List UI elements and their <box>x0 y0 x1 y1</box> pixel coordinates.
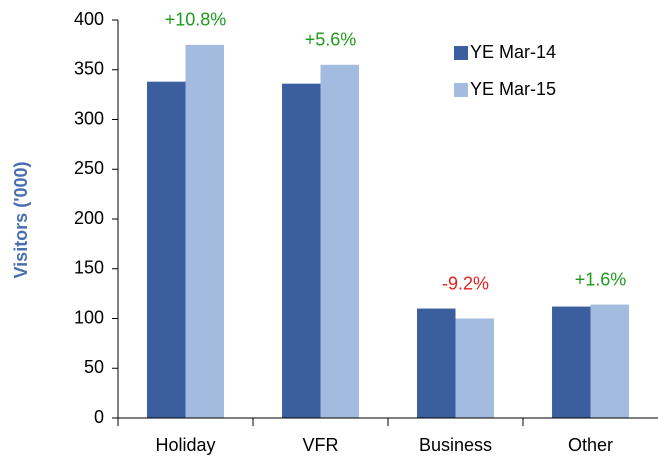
legend-swatch <box>454 83 468 97</box>
y-axis-title: Visitors ('000) <box>11 161 31 278</box>
x-tick-label: Business <box>419 435 492 455</box>
x-tick-label: VFR <box>303 435 339 455</box>
bar <box>552 306 591 418</box>
bar <box>417 308 456 418</box>
y-tick-label: 0 <box>94 407 104 427</box>
annotation: +10.8% <box>165 10 227 30</box>
bar <box>282 83 321 419</box>
legend-label: YE Mar-14 <box>470 42 556 62</box>
annotation: +5.6% <box>305 30 357 50</box>
y-tick-label: 300 <box>74 108 104 128</box>
annotation: +1.6% <box>575 269 627 289</box>
y-tick-label: 50 <box>84 357 104 377</box>
y-tick-label: 350 <box>74 59 104 79</box>
annotation: -9.2% <box>442 273 489 293</box>
bar <box>590 304 629 418</box>
x-tick-label: Holiday <box>155 435 215 455</box>
x-tick-label: Other <box>568 435 613 455</box>
y-tick-label: 200 <box>74 208 104 228</box>
legend-swatch <box>454 46 468 60</box>
y-tick-label: 150 <box>74 258 104 278</box>
bar <box>185 44 224 418</box>
bar <box>320 64 359 419</box>
bar <box>455 318 494 418</box>
bar <box>147 81 186 418</box>
legend-label: YE Mar-15 <box>470 79 556 99</box>
y-tick-label: 250 <box>74 158 104 178</box>
y-tick-label: 400 <box>74 9 104 29</box>
y-tick-label: 100 <box>74 307 104 327</box>
